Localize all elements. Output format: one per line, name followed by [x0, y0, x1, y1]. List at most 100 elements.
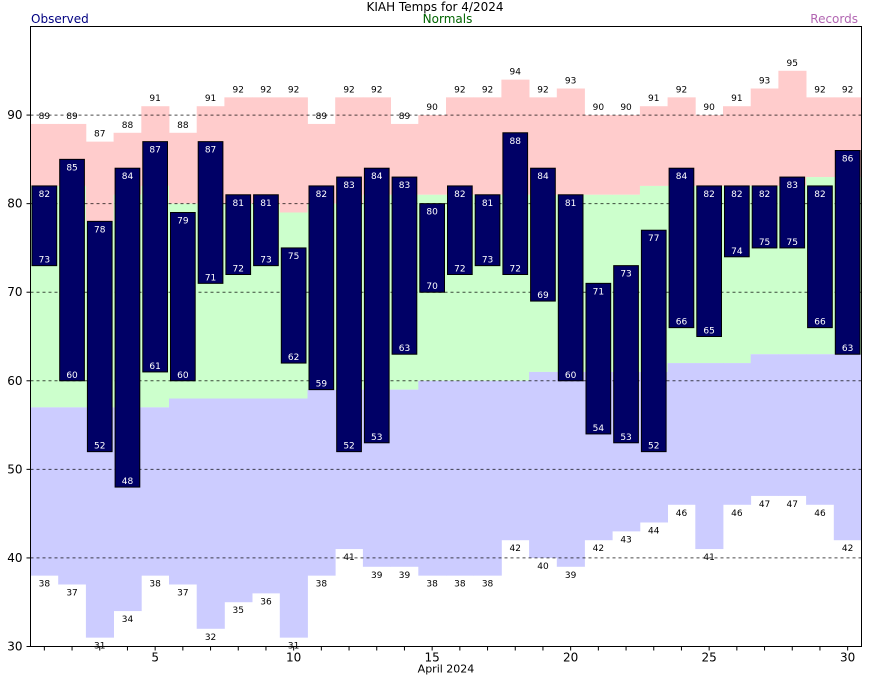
record-low-label: 39 — [565, 571, 577, 581]
observed-high-label: 71 — [593, 287, 604, 297]
observed-low-label: 53 — [620, 433, 631, 443]
record-low-band — [141, 407, 170, 576]
record-high-label: 92 — [233, 85, 244, 95]
record-low-band — [169, 398, 198, 585]
record-high-label: 90 — [593, 103, 605, 113]
y-tick-label: 90 — [7, 108, 22, 122]
record-low-band — [695, 363, 724, 550]
record-high-label: 92 — [260, 85, 271, 95]
observed-bar — [86, 220, 113, 453]
axes: 30 40 50 60 70 80 90 5 10 15 20 25 30 — [7, 108, 855, 664]
record-high-label: 95 — [787, 59, 798, 69]
plot-frame — [30, 26, 862, 647]
chart-title: KIAH Temps for 4/2024 — [366, 0, 504, 14]
record-high-label: 89 — [39, 112, 51, 122]
grid-lines — [30, 114, 862, 559]
y-tick-label: 40 — [7, 551, 22, 565]
record-low-band — [446, 380, 475, 576]
record-low-band — [418, 380, 447, 576]
observed-high-label: 80 — [426, 208, 438, 218]
y-tick-label: 30 — [7, 640, 22, 654]
observed-low-label: 73 — [260, 256, 271, 266]
y-tick-label: 80 — [7, 197, 22, 211]
record-low-band — [58, 407, 87, 585]
observed-bar — [474, 194, 501, 267]
observed-low-label: 72 — [510, 265, 521, 275]
observed-bar — [253, 194, 279, 267]
record-high-label: 92 — [288, 85, 299, 95]
record-low-band — [196, 398, 225, 629]
observed-low-label: 54 — [593, 424, 605, 434]
record-high-label: 89 — [399, 112, 411, 122]
observed-low-label: 66 — [814, 318, 826, 328]
observed-bar — [779, 176, 806, 249]
observed-high-label: 82 — [454, 190, 465, 200]
record-high-band — [750, 88, 779, 186]
observed-low-label: 62 — [288, 353, 299, 363]
record-low-label: 46 — [676, 509, 688, 519]
record-low-label: 42 — [593, 544, 604, 554]
record-high-band — [639, 106, 668, 186]
record-low-band — [529, 371, 558, 558]
observed-low-label: 72 — [233, 265, 244, 275]
record-low-band — [667, 363, 696, 505]
observed-high-label: 88 — [510, 137, 522, 147]
record-low-band — [279, 398, 308, 638]
observed-low-label: 72 — [454, 265, 465, 275]
observed-low-label: 63 — [399, 344, 410, 354]
observed-bar — [585, 282, 612, 435]
observed-low-label: 69 — [537, 291, 549, 301]
record-high-label: 94 — [510, 68, 522, 78]
observed-high-label: 87 — [205, 146, 216, 156]
observed-high-label: 78 — [94, 225, 106, 235]
record-low-label: 47 — [759, 500, 770, 510]
record-high-label: 89 — [316, 112, 328, 122]
observed-low-label: 60 — [66, 371, 78, 381]
value-labels: 8273893885608937785287318448883487619138… — [39, 59, 854, 652]
record-low-band — [806, 354, 835, 505]
observed-high-label: 81 — [482, 199, 493, 209]
record-low-label: 47 — [787, 500, 798, 510]
record-high-band — [85, 141, 114, 222]
observed-high-label: 73 — [620, 270, 631, 280]
record-high-band — [30, 123, 59, 186]
observed-bars — [31, 132, 861, 488]
observed-low-label: 60 — [565, 371, 577, 381]
record-high-label: 90 — [703, 103, 715, 113]
record-low-label: 42 — [510, 544, 521, 554]
record-high-label: 91 — [205, 94, 216, 104]
record-high-label: 92 — [842, 85, 853, 95]
observed-high-label: 83 — [343, 181, 354, 191]
observed-bar — [114, 167, 141, 488]
record-low-label: 35 — [233, 606, 244, 616]
record-low-label: 38 — [39, 580, 51, 590]
record-low-label: 34 — [122, 615, 134, 625]
observed-bar — [530, 167, 556, 302]
x-tick-label: 15 — [425, 651, 440, 665]
record-low-label: 42 — [842, 544, 853, 554]
observed-high-label: 85 — [66, 163, 77, 173]
record-high-label: 87 — [94, 130, 105, 140]
y-tick-label: 60 — [7, 374, 22, 388]
observed-bar — [308, 185, 335, 391]
observed-high-label: 87 — [149, 146, 160, 156]
record-high-label: 88 — [177, 121, 189, 131]
observed-low-label: 53 — [371, 433, 382, 443]
x-tick-label: 10 — [286, 651, 301, 665]
record-low-label: 39 — [399, 571, 411, 581]
observed-high-label: 84 — [537, 172, 549, 182]
observed-high-label: 83 — [787, 181, 798, 191]
observed-bar — [391, 176, 418, 355]
record-high-band — [252, 97, 281, 204]
observed-high-label: 75 — [288, 252, 299, 262]
observed-low-label: 59 — [316, 380, 328, 390]
record-low-label: 38 — [426, 580, 438, 590]
observed-low-label: 74 — [731, 247, 743, 257]
record-low-band — [252, 398, 281, 594]
observed-low-label: 75 — [787, 238, 798, 248]
observed-high-label: 82 — [814, 190, 825, 200]
record-high-label: 91 — [731, 94, 742, 104]
observed-bar — [363, 167, 390, 444]
observed-low-label: 63 — [842, 344, 853, 354]
